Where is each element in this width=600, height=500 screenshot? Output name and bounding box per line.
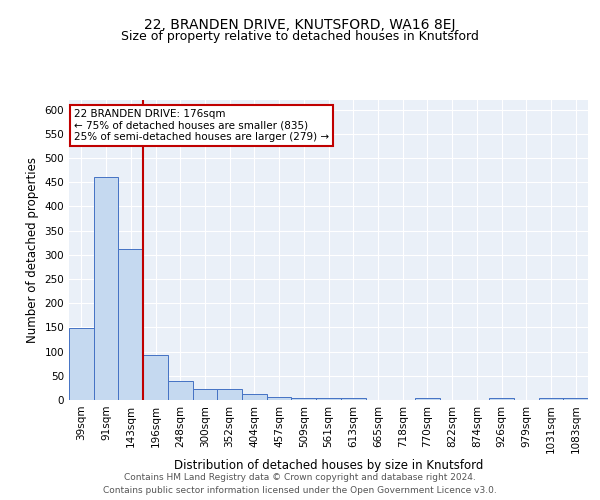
Text: Size of property relative to detached houses in Knutsford: Size of property relative to detached ho… xyxy=(121,30,479,43)
Bar xyxy=(563,398,588,400)
Bar xyxy=(267,396,292,400)
Bar xyxy=(316,398,341,400)
Bar xyxy=(143,355,168,400)
X-axis label: Distribution of detached houses by size in Knutsford: Distribution of detached houses by size … xyxy=(174,459,483,472)
Bar xyxy=(94,178,118,400)
Bar xyxy=(69,328,94,400)
Bar xyxy=(292,398,316,400)
Bar xyxy=(242,394,267,400)
Text: 22 BRANDEN DRIVE: 176sqm
← 75% of detached houses are smaller (835)
25% of semi-: 22 BRANDEN DRIVE: 176sqm ← 75% of detach… xyxy=(74,109,329,142)
Bar xyxy=(217,390,242,400)
Bar xyxy=(341,398,365,400)
Y-axis label: Number of detached properties: Number of detached properties xyxy=(26,157,39,343)
Bar xyxy=(168,381,193,400)
Text: Contains HM Land Registry data © Crown copyright and database right 2024.
Contai: Contains HM Land Registry data © Crown c… xyxy=(103,474,497,495)
Bar xyxy=(489,398,514,400)
Bar xyxy=(118,249,143,400)
Bar xyxy=(415,398,440,400)
Bar xyxy=(539,398,563,400)
Text: 22, BRANDEN DRIVE, KNUTSFORD, WA16 8EJ: 22, BRANDEN DRIVE, KNUTSFORD, WA16 8EJ xyxy=(144,18,456,32)
Bar xyxy=(193,390,217,400)
